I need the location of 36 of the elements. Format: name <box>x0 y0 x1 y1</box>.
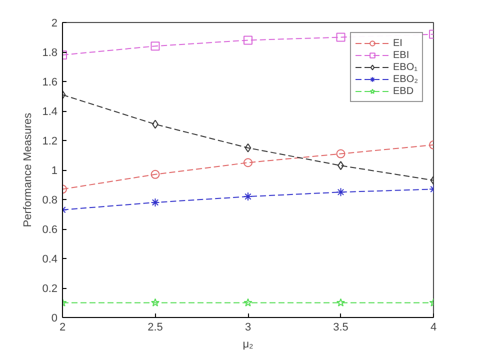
y-tick-label: 2 <box>51 18 58 30</box>
legend-label: EBO₁ <box>393 61 418 73</box>
point <box>244 36 252 45</box>
y-tick-label: 1.4 <box>42 106 58 118</box>
y-tick-label: 1.8 <box>42 47 58 59</box>
point <box>150 42 160 51</box>
point <box>150 298 160 306</box>
point <box>150 198 160 207</box>
y-tick-label: 1.2 <box>42 136 58 148</box>
point <box>150 170 160 179</box>
x-tick-label: 3 <box>244 322 252 334</box>
point <box>336 149 346 158</box>
x-tick-label: 4 <box>430 322 437 334</box>
point <box>244 143 252 152</box>
point <box>244 192 252 202</box>
point <box>336 188 346 197</box>
y-tick-label: 1.6 <box>42 76 58 88</box>
point <box>336 32 346 42</box>
x-axis-title: μ₂ <box>242 338 254 350</box>
x-tick-label: 2 <box>59 322 66 334</box>
point <box>244 298 252 306</box>
y-tick-label: 0.2 <box>42 283 58 295</box>
point <box>336 298 346 306</box>
y-tick-label: 1 <box>51 165 58 177</box>
legend-label: EBO₂ <box>393 73 418 85</box>
y-tick-label: 0 <box>51 312 58 324</box>
y-tick-label: 0.8 <box>42 194 58 206</box>
y-axis-title: Performance Measures <box>22 112 34 228</box>
x-tick-label: 2.5 <box>148 322 163 334</box>
legend-label: EBD <box>393 85 414 97</box>
y-tick-label: 0.4 <box>42 254 58 266</box>
legend-label: EI <box>393 37 404 49</box>
x-tick-label: 3.5 <box>333 322 348 334</box>
point <box>244 158 252 168</box>
y-tick-label: 0.6 <box>42 224 58 236</box>
legend-label: EBI <box>393 49 410 61</box>
